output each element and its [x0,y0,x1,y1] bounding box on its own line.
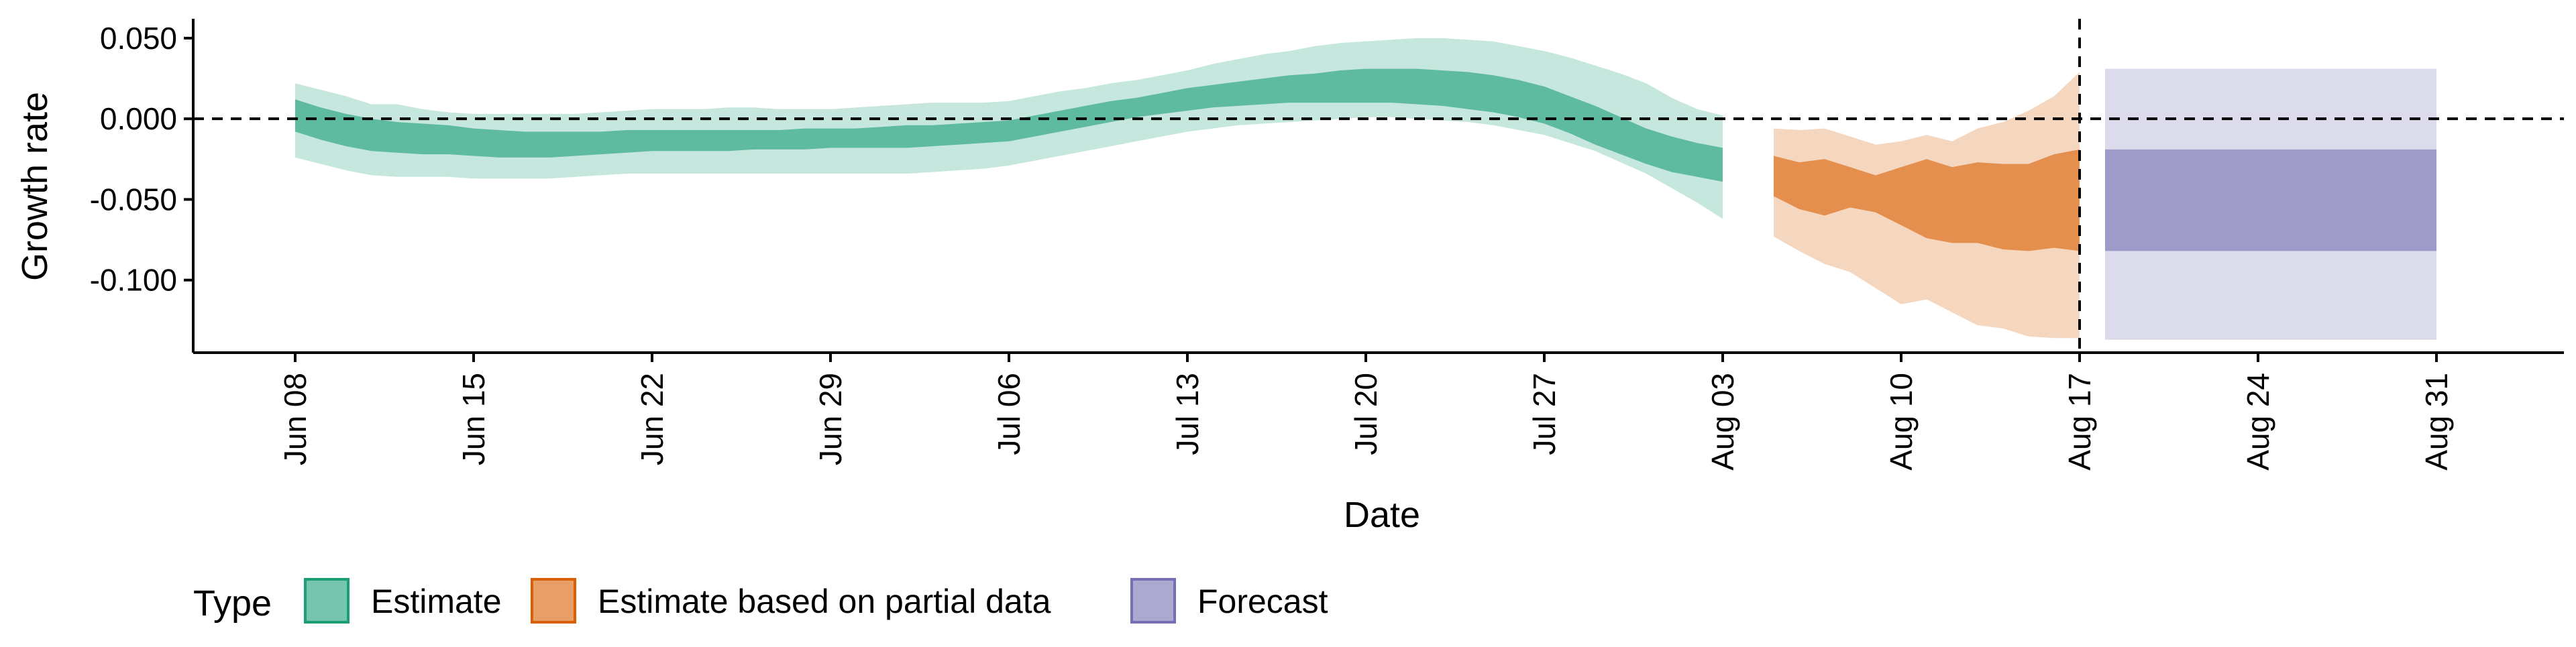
estimate-based-on-partial-data-legend-label: Estimate based on partial data [598,583,1051,620]
forecast-inner-band [2105,149,2436,251]
y-axis-title: Growth rate [15,92,55,281]
forecast-legend-label: Forecast [1197,583,1328,620]
legend-items: Estimate Estimate based on partial data Fo… [304,578,1328,624]
axes [192,19,2564,354]
y-tick-label: -0.050 [90,182,177,217]
x-tick-label: Jul 20 [1348,373,1383,455]
x-tick-label: Aug 03 [1705,373,1740,471]
x-tick-label: Aug 17 [2062,373,2097,471]
forecast-legend-swatch [1130,578,1176,624]
y-tick-label: 0.000 [100,101,177,136]
x-tick-label: Jul 27 [1527,373,1562,455]
series-bands [295,38,2436,340]
estimate-based-on-partial-data-inner-band [1774,149,2080,251]
estimate-based-on-partial-data-legend-swatch [531,578,576,624]
x-tick-label: Jun 22 [635,373,669,465]
x-tick-label: Jul 13 [1170,373,1205,455]
legend-title: Type [193,583,272,624]
legend: Type Estimate Estimate based on partial d… [193,578,1328,624]
x-tick-label: Jun 08 [278,373,313,465]
x-tick-label: Jun 29 [813,373,848,465]
x-tick-label: Jul 06 [991,373,1026,455]
x-tick-label: Jun 15 [456,373,491,465]
estimate-legend-label: Estimate [371,583,502,620]
x-tick-label: Aug 10 [1884,373,1919,471]
x-tick-label: Aug 31 [2419,373,2454,471]
x-axis-ticks: Jun 08 Jun 15 Jun 22 Jun 29 Jul 06 Jul 13 Jul … [278,353,2454,471]
x-tick-label: Aug 24 [2241,373,2275,471]
reference-lines [193,19,2564,353]
estimate-legend-swatch [304,578,350,624]
y-tick-label: 0.050 [100,21,177,56]
y-axis-ticks: 0.050 0.000 -0.050 -0.100 [90,21,193,298]
x-axis-title: Date [1344,495,1420,535]
y-tick-label: -0.100 [90,263,177,298]
estimate-inner-band [295,68,1723,182]
